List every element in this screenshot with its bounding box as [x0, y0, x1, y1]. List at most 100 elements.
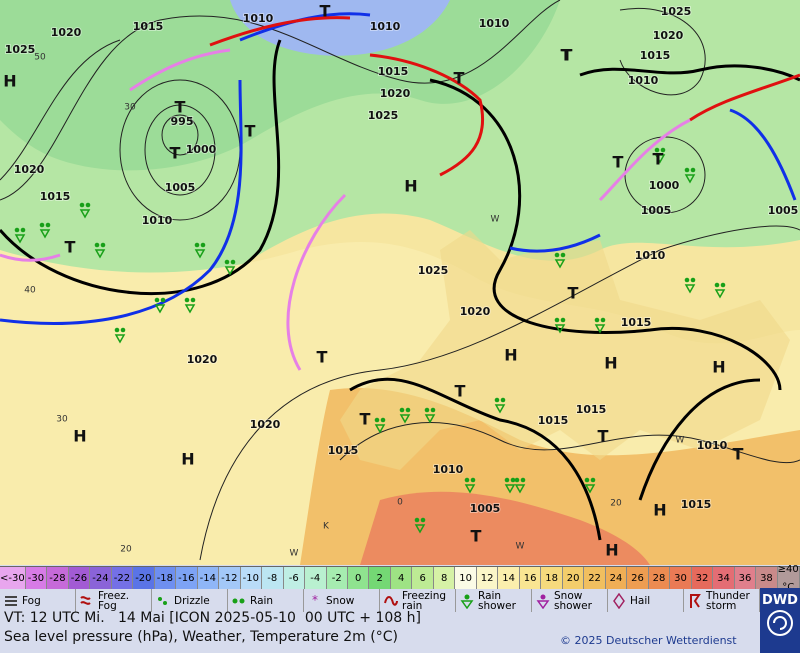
weather-symbol: [514, 477, 520, 483]
pressure-label: 1020: [250, 418, 281, 431]
scale-label: -4: [310, 572, 321, 584]
warm-front: [369, 53, 485, 177]
weather-symbol: [514, 484, 526, 494]
weather-symbol: [554, 252, 560, 258]
weather-symbol: [504, 484, 516, 494]
scale-label: 4: [398, 572, 405, 584]
pressure-label: 1005: [641, 204, 672, 217]
scale-label: -10: [242, 572, 259, 584]
weather-symbol: [200, 242, 206, 248]
legend-label: Snow shower: [554, 589, 592, 612]
pressure-center: T: [471, 527, 482, 546]
legend-label: Freez. Fog: [98, 589, 130, 612]
logo-icon: [767, 610, 793, 636]
weather-symbol: [94, 249, 106, 259]
weather-symbol: [714, 282, 720, 288]
weather-symbol: [424, 407, 430, 413]
weather-symbol: [600, 317, 606, 323]
pressure-center: T: [598, 427, 609, 446]
weather-symbol: [560, 317, 566, 323]
weather-symbol: [399, 407, 405, 413]
weather-symbol: [510, 477, 516, 483]
legend-icon: [80, 595, 91, 605]
scale-cell: -14: [197, 567, 220, 589]
air-mass-letter: W: [516, 542, 525, 552]
pressure-label: 1015: [133, 20, 164, 33]
weather-symbol: [39, 222, 45, 228]
weather-symbol: [654, 154, 666, 164]
pressure-center: H: [653, 501, 666, 520]
legend-item: Freezing rain: [380, 589, 456, 612]
weather-symbol: [224, 266, 236, 276]
weather-symbol: [584, 477, 590, 483]
cold-front: [509, 233, 601, 253]
occluded-front: [286, 193, 347, 371]
svg-text:*: *: [312, 593, 318, 607]
weather-symbol: [520, 477, 526, 483]
scale-cell: -28: [47, 567, 69, 589]
scale-label: 30: [674, 572, 687, 584]
weather-symbol: [230, 259, 236, 265]
isotherm-label: 20: [610, 499, 622, 509]
weather-symbol: [420, 517, 426, 523]
scale-label: <-30: [0, 572, 25, 584]
pressure-center: H: [181, 450, 194, 469]
pressure-label: 1015: [640, 49, 671, 62]
weather-symbol: [374, 417, 380, 423]
air-mass-letter: W: [290, 549, 299, 559]
scale-cell: 32: [691, 567, 714, 589]
land-area: [340, 230, 790, 470]
pressure-label: 1000: [649, 179, 680, 192]
weather-symbol: [194, 242, 200, 248]
scale-cell: 14: [498, 567, 520, 589]
weather-legend: Fog Freez. Fog Drizzle Rain * Snow Freezing ra…: [0, 589, 760, 612]
scale-cell: -26: [68, 567, 91, 589]
pressure-label: 1020: [460, 305, 491, 318]
legend-label: Freezing rain: [402, 589, 447, 612]
scale-cell: 8: [433, 567, 456, 589]
legend-label: Rain shower: [478, 589, 516, 612]
weather-symbol: [94, 242, 100, 248]
legend-label: Thunder storm: [706, 589, 750, 612]
temperature-area: [230, 0, 450, 56]
pressure-center: T: [317, 348, 328, 367]
weather-symbol: [374, 424, 386, 434]
legend-item: * Snow: [304, 589, 380, 612]
scale-label: 28: [652, 572, 666, 584]
pressure-center: T: [454, 69, 465, 88]
pressure-label: 1015: [40, 190, 71, 203]
legend-item: Snow shower: [532, 589, 608, 612]
legend-item: Thunder storm: [684, 589, 760, 612]
pressure-label: 1005: [768, 204, 799, 217]
weather-symbol: [114, 334, 126, 344]
description: Sea level pressure (hPa), Weather, Tempe…: [4, 629, 398, 645]
weather-symbol: [494, 397, 500, 403]
scale-label: -18: [156, 572, 174, 584]
air-mass-letter: W: [491, 215, 500, 225]
scale-label: 24: [609, 572, 623, 584]
scale-label: -30: [27, 572, 45, 584]
pressure-label: 1015: [378, 65, 409, 78]
weather-map: 1015 1010 1010 1010 1025 1020 1015 1010 1025 1020…: [0, 0, 800, 565]
scale-label: 6: [419, 572, 426, 584]
weather-symbol: [424, 414, 436, 424]
scale-cell: 24: [605, 567, 628, 589]
scale-label: 8: [440, 572, 448, 584]
weather-symbol: [39, 229, 51, 239]
scale-cell: 0: [347, 567, 370, 589]
weather-symbol: [414, 517, 420, 523]
pressure-center: T: [175, 98, 186, 117]
scale-label: -26: [70, 572, 88, 584]
weather-symbol: [184, 304, 196, 314]
weather-symbol: [405, 407, 411, 413]
scale-cell: 2: [369, 567, 391, 589]
isotherm-label: 30: [56, 415, 68, 425]
scale-label: -6: [288, 572, 299, 584]
scale-cell: -16: [176, 567, 198, 589]
temperature-area: [360, 491, 650, 565]
logo: DWD: [760, 588, 800, 653]
weather-symbol: [464, 477, 470, 483]
pressure-center: H: [604, 354, 617, 373]
weather-symbol: [690, 167, 696, 173]
